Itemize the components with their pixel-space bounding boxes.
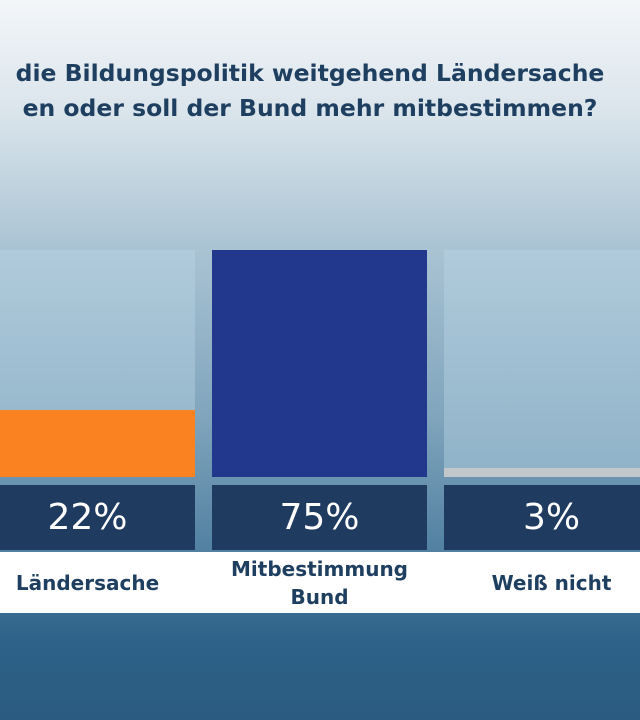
bar-track [444,250,640,477]
bar-mitbestimmung [212,250,427,477]
category-label-laendersache: Ländersache [15,570,160,595]
value-label-weiss-nicht: 3% [444,485,640,550]
bar-laendersache [0,410,195,477]
value-label-mitbestimmung: 75% [212,485,427,550]
question-title: die Bildungspolitik weitgehend Ländersac… [0,56,640,126]
bar-track [212,250,427,477]
bar-column-weiss-nicht: 3% [444,250,640,550]
value-label-laendersache: 22% [0,485,195,550]
category-label-weiss-nicht: Weiß nicht [491,570,612,595]
question-line-1: die Bildungspolitik weitgehend Ländersac… [15,59,605,87]
bar-track [0,250,195,477]
category-label-strip: Ländersache Mitbestimmung Bund Weiß nich… [0,552,640,613]
question-line-2: en oder soll der Bund mehr mitbestimmen? [22,94,598,122]
category-label-mitbestimmung: Mitbestimmung Bund [231,556,408,609]
bar-column-laendersache: 22% [0,250,195,550]
bar-weiss-nicht [444,468,640,477]
bar-column-mitbestimmung: 75% [212,250,427,550]
